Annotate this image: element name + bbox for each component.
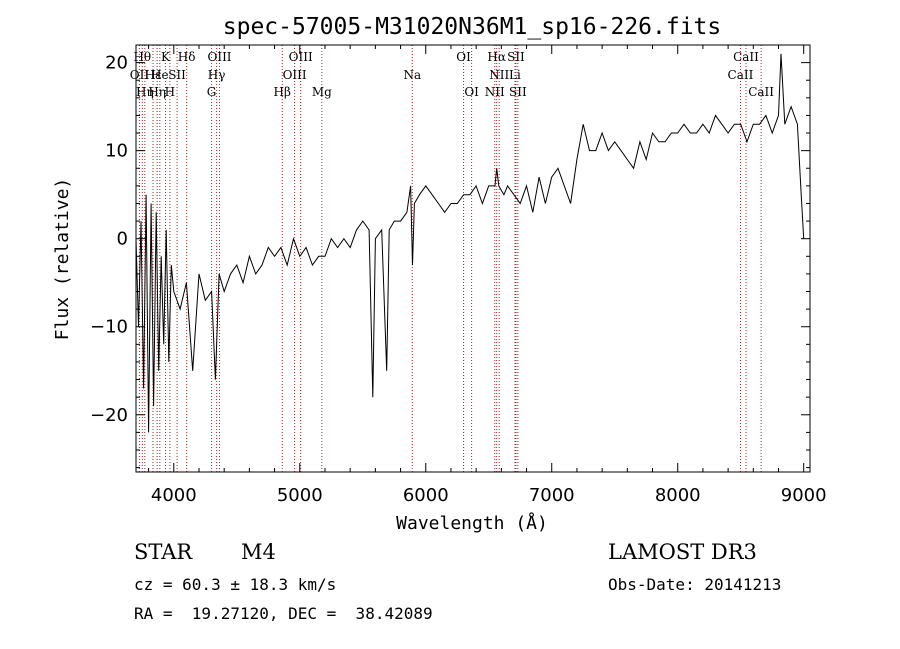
line-label-23: Li [509, 68, 521, 82]
y-axis-label: Flux (relative) [52, 178, 73, 341]
coordinates-readout: RA = 19.27120, DEC = 38.42089 [134, 604, 433, 623]
object-subclass: M4 [241, 540, 276, 564]
x-axis-label: Wavelength (Å) [396, 512, 548, 534]
line-label-21: Hα [487, 50, 506, 64]
x-tick-label-2: 6000 [403, 485, 449, 506]
line-label-24: SII [507, 50, 525, 64]
y-axis: −20 −10 0 10 20 [90, 44, 810, 469]
line-label-28: CaII [748, 85, 774, 99]
y-tick-label-0: −20 [90, 405, 128, 426]
line-label-4: Hη [148, 85, 166, 99]
line-label-26: CaII [728, 68, 754, 82]
spectrum-line [135, 53, 805, 433]
line-label-17: Na [403, 68, 421, 82]
x-tick-label-4: 8000 [655, 485, 701, 506]
y-tick-label-2: 0 [117, 229, 128, 250]
redshift-readout: cz = 60.3 ± 18.3 km/s [134, 575, 337, 594]
x-tick-label-0: 4000 [151, 485, 197, 506]
y-tick-label-3: 10 [105, 141, 128, 162]
line-label-5: He [151, 68, 169, 82]
x-axis: 4000 5000 6000 7000 8000 9000 [148, 45, 827, 506]
object-class: STAR [134, 540, 193, 564]
y-tick-label-1: −10 [90, 317, 128, 338]
line-label-0: OII [130, 68, 150, 82]
line-label-6: K [161, 50, 171, 64]
line-label-11: Hγ [208, 68, 226, 82]
line-label-25: SII [509, 85, 527, 99]
line-label-27: CaII [733, 50, 759, 64]
x-tick-label-5: 9000 [781, 485, 827, 506]
line-label-15: OIII [289, 50, 313, 64]
line-label-7: H [165, 85, 175, 99]
chart-title: spec-57005-M31020N36M1_sp16-226.fits [223, 14, 722, 40]
line-label-18: OI [456, 50, 471, 64]
y-tick-label-4: 20 [105, 53, 128, 74]
line-label-22: NII [489, 68, 509, 82]
survey-name: LAMOST DR3 [608, 540, 757, 564]
emission-line-markers [138, 45, 762, 472]
line-label-9: Hδ [178, 50, 196, 64]
line-label-3: Hε [145, 68, 162, 82]
x-tick-label-3: 7000 [529, 485, 575, 506]
x-tick-label-1: 5000 [277, 485, 323, 506]
line-label-2: Hη [136, 85, 154, 99]
line-label-10: G [207, 85, 217, 99]
emission-line-labels: OII Hθ Hη Hε Hη He K H SII Hδ G Hγ OIII Hβ OIII OIII Mg N… [130, 50, 775, 99]
line-label-20: NII [485, 85, 505, 99]
line-label-19: OI [464, 85, 479, 99]
line-label-8: SII [168, 68, 186, 82]
line-label-12: OIII [207, 50, 231, 64]
line-label-14: OIII [283, 68, 307, 82]
line-label-16: Mg [312, 85, 332, 99]
plot-frame [135, 44, 811, 473]
line-label-1: Hθ [133, 50, 151, 64]
line-label-13: Hβ [274, 85, 291, 99]
observation-date: Obs-Date: 20141213 [608, 575, 782, 594]
